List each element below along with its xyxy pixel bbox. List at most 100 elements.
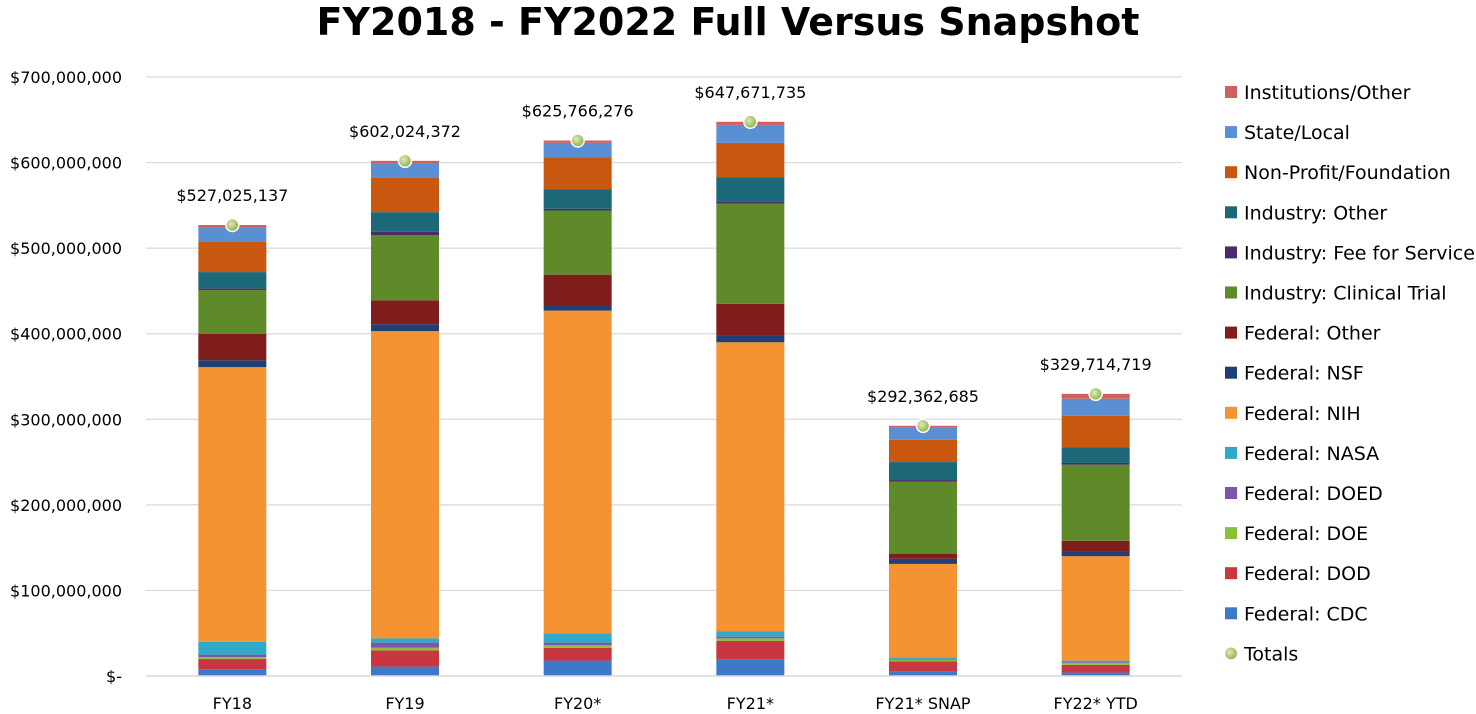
bar-segment-federal-doed bbox=[371, 642, 439, 648]
legend-label: Federal: NSF bbox=[1244, 363, 1364, 385]
total-marker bbox=[915, 418, 931, 434]
legend-swatch bbox=[1225, 527, 1237, 540]
legend-item-institutions-other: Institutions/Other bbox=[1225, 82, 1411, 104]
bar-segment-non-profit-foundation bbox=[889, 439, 957, 463]
bar-segment-industry-other bbox=[371, 212, 439, 232]
legend-item-federal-nasa: Federal: NASA bbox=[1225, 443, 1379, 465]
bar-segment-federal-doe bbox=[543, 645, 612, 648]
bar-segment-industry-other bbox=[543, 189, 612, 209]
legend-item-totals: Totals bbox=[1223, 643, 1298, 665]
total-data-label: $647,671,735 bbox=[694, 83, 806, 102]
bar-segment-federal-nasa bbox=[371, 638, 439, 643]
x-tick-label: FY21* bbox=[727, 694, 774, 713]
bar-segments bbox=[198, 121, 1130, 676]
bar-segment-federal-dod bbox=[543, 647, 612, 661]
legend-label: Non-Profit/Foundation bbox=[1244, 162, 1451, 184]
legend-swatch bbox=[1225, 326, 1237, 339]
legend-swatch bbox=[1225, 286, 1237, 299]
bar-segment-industry-fee-for-service bbox=[198, 288, 267, 291]
bar-segment-non-profit-foundation bbox=[716, 142, 785, 178]
legend-swatch bbox=[1225, 487, 1237, 499]
bar-segment-federal-cdc bbox=[716, 659, 785, 676]
bar-segment-state-local bbox=[1061, 398, 1130, 416]
bar-segment-industry-clinical-trial bbox=[198, 290, 267, 334]
legend-label: Industry: Other bbox=[1244, 202, 1387, 224]
bar-segment-federal-cdc bbox=[889, 671, 957, 676]
bar-segment-federal-doed bbox=[716, 636, 785, 639]
x-tick-label: FY21* SNAP bbox=[875, 694, 970, 713]
y-tick-label: $600,000,000 bbox=[10, 154, 122, 173]
bar-segment-federal-nih bbox=[716, 342, 785, 632]
legend-label: Institutions/Other bbox=[1244, 82, 1411, 104]
bar-segment-state-local bbox=[716, 124, 785, 143]
y-tick-label: $700,000,000 bbox=[10, 68, 122, 87]
bar-segment-federal-doed bbox=[198, 654, 267, 658]
bar-segment-federal-doed bbox=[543, 642, 612, 646]
total-data-label: $602,024,372 bbox=[349, 122, 461, 141]
bar-segment-federal-doed bbox=[889, 658, 957, 660]
bar-segment-federal-nih bbox=[1061, 556, 1130, 661]
legend-item-federal-dod: Federal: DOD bbox=[1225, 563, 1371, 585]
y-tick-label: $500,000,000 bbox=[10, 239, 122, 258]
bar-segment-federal-nih bbox=[371, 331, 439, 639]
legend-label: Federal: Other bbox=[1244, 323, 1381, 345]
bar-segment-non-profit-foundation bbox=[1061, 415, 1130, 448]
x-tick-label: FY20* bbox=[554, 694, 601, 713]
bar-segment-federal-doe bbox=[371, 647, 439, 651]
bar-segment-federal-other bbox=[889, 553, 957, 559]
legend-swatch bbox=[1225, 406, 1237, 419]
bar-segment-federal-nih bbox=[889, 563, 957, 658]
legend-swatch bbox=[1225, 607, 1237, 620]
legend-swatch bbox=[1225, 126, 1237, 139]
legend-item-federal-cdc: Federal: CDC bbox=[1225, 603, 1368, 625]
bar-segment-federal-nasa bbox=[1061, 660, 1130, 663]
legend-swatch bbox=[1225, 567, 1237, 580]
legend-item-federal-doed: Federal: DOED bbox=[1225, 483, 1383, 505]
bar-segment-federal-doe bbox=[198, 657, 267, 659]
bar-segment-federal-dod bbox=[371, 650, 439, 667]
total-marker bbox=[1088, 386, 1103, 402]
legend-marker bbox=[1223, 646, 1239, 661]
bar-segment-federal-dod bbox=[716, 640, 785, 660]
total-data-label: $625,766,276 bbox=[522, 102, 634, 121]
legend-swatch bbox=[1225, 366, 1237, 379]
bar-segment-federal-other bbox=[543, 274, 612, 306]
gridlines bbox=[146, 76, 1182, 592]
bar-segment-non-profit-foundation bbox=[198, 241, 267, 273]
bar-segment-federal-nsf bbox=[889, 558, 957, 564]
bar-segment-federal-nsf bbox=[371, 324, 439, 332]
legend-label: Totals bbox=[1243, 643, 1298, 665]
bar-segment-federal-other bbox=[371, 300, 439, 325]
bar-segment-industry-other bbox=[716, 177, 785, 202]
total-marker bbox=[570, 133, 585, 148]
y-axis-tick-labels: $- $100,000,000 $200,000,000 $300,000,000 $4… bbox=[10, 68, 122, 686]
legend-swatch bbox=[1225, 246, 1237, 259]
bar-segment-industry-clinical-trial bbox=[716, 203, 785, 304]
bar-segment-industry-clinical-trial bbox=[543, 210, 612, 275]
bar-segment-industry-clinical-trial bbox=[889, 481, 957, 554]
bar-segment-industry-other bbox=[889, 462, 957, 481]
bar-segment-federal-nasa bbox=[198, 641, 267, 655]
bar-segment-federal-nsf bbox=[716, 335, 785, 343]
bar-segment-state-local bbox=[198, 227, 267, 242]
bar-segment-federal-dod bbox=[198, 658, 267, 670]
y-tick-label: $- bbox=[106, 667, 122, 686]
y-tick-label: $200,000,000 bbox=[10, 496, 122, 515]
bar-segment-federal-dod bbox=[1061, 664, 1130, 673]
bar-segment-industry-fee-for-service bbox=[716, 201, 785, 204]
legend-label: Federal: NASA bbox=[1244, 443, 1379, 465]
bar-segment-federal-cdc bbox=[371, 666, 439, 676]
bar-segment-federal-nih bbox=[198, 367, 267, 642]
bar-segment-federal-nsf bbox=[1061, 551, 1130, 557]
legend-swatch bbox=[1225, 86, 1237, 98]
bar-segment-state-local bbox=[371, 163, 439, 178]
bar-segment-federal-doe bbox=[889, 659, 957, 662]
bar-segment-federal-other bbox=[716, 303, 785, 336]
bar-segment-federal-other bbox=[198, 333, 267, 361]
total-marker bbox=[397, 153, 413, 169]
legend-item-non-profit-foundation: Non-Profit/Foundation bbox=[1225, 162, 1451, 184]
legend-item-federal-doe: Federal: DOE bbox=[1225, 523, 1368, 545]
x-tick-label: FY22* YTD bbox=[1054, 694, 1138, 713]
legend-label: State/Local bbox=[1244, 122, 1350, 144]
